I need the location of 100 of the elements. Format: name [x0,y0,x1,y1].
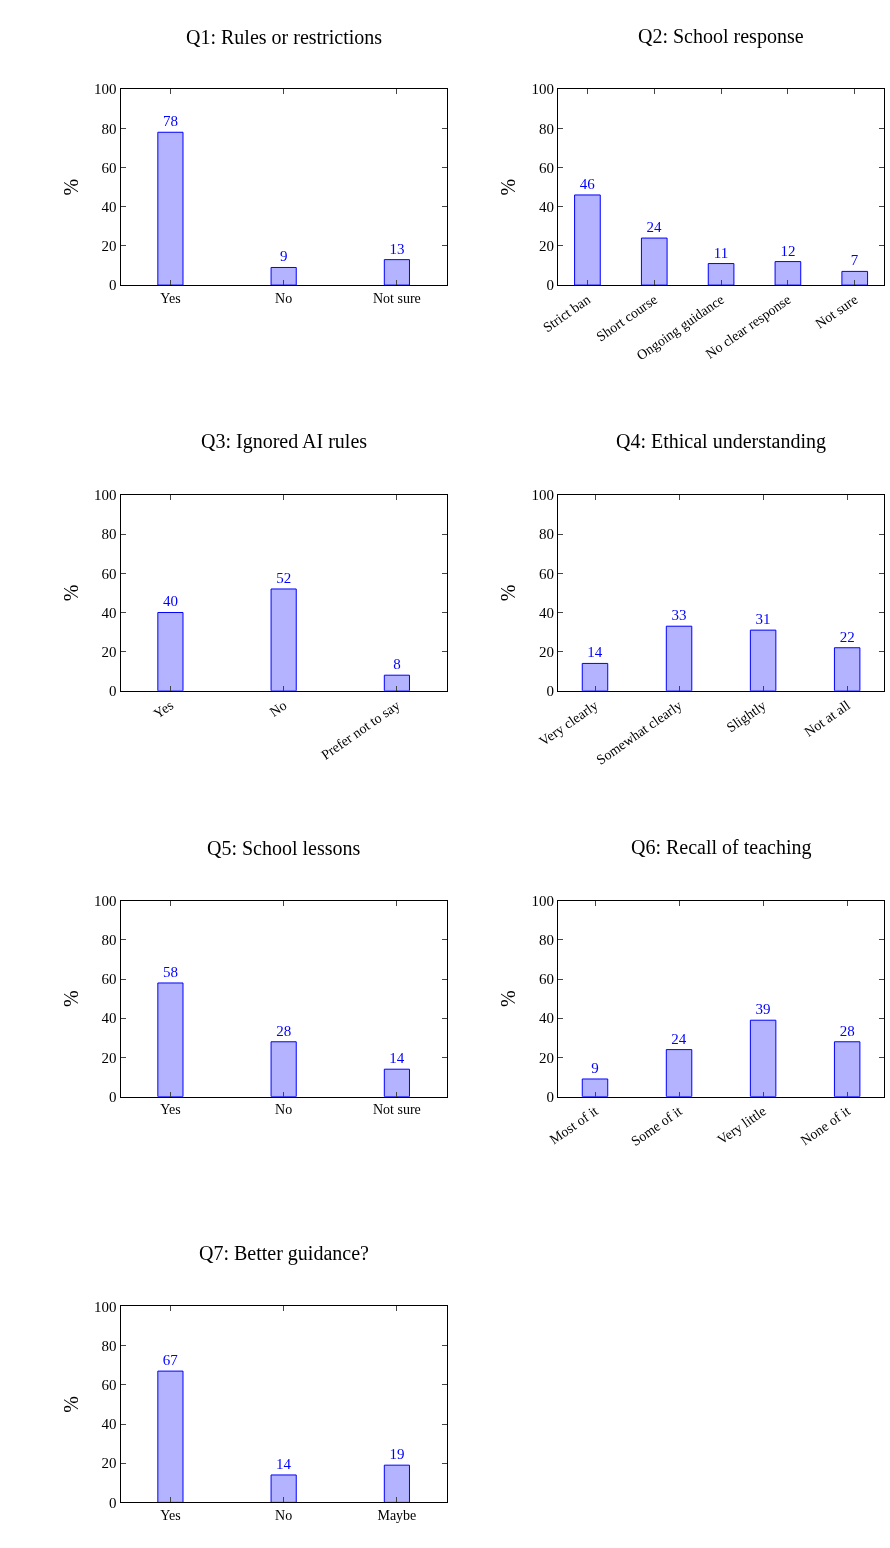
y-axis-title: % [59,990,82,1007]
data-label: 28 [839,1022,855,1039]
data-label: 22 [839,628,855,645]
data-label: 40 [162,593,178,610]
y-tick-label: 40 [539,604,555,621]
y-tick-label: 0 [109,277,117,294]
y-tick-label: 100 [94,487,117,504]
y-tick-label: 80 [101,526,117,543]
bar [383,259,410,286]
chart-title: Q1: Rules or restrictions [186,26,383,48]
bar [574,194,601,286]
chart-title: Q3: Ignored AI rules [201,430,368,453]
bar [833,1041,861,1097]
bar [157,611,184,691]
y-tick-label: 40 [539,1010,555,1027]
x-tick-label: None of it [797,1103,853,1149]
data-label: 28 [276,1022,292,1039]
x-tick-label: No [275,290,293,306]
bar [774,261,802,286]
x-tick-label: No [266,697,290,720]
y-tick-label: 60 [101,971,117,988]
y-tick-label: 80 [539,932,555,949]
data-label: 11 [713,244,729,261]
x-tick-label: Some of it [628,1103,685,1150]
y-tick-label: 80 [539,526,555,543]
y-tick-label: 20 [101,238,117,255]
y-axis-title: % [59,584,82,602]
data-label: 14 [275,1455,292,1472]
y-tick-label: 40 [101,1416,117,1433]
y-tick-label: 100 [94,892,117,909]
bar [640,237,668,286]
bar [270,266,297,286]
data-label: 24 [646,219,662,236]
x-tick-label: Yes [150,697,177,722]
data-label: 12 [780,242,796,259]
data-label: 46 [579,175,596,192]
y-tick-label: 40 [539,198,555,215]
data-label: 9 [279,248,288,265]
y-tick-label: 100 [94,81,117,98]
y-tick-label: 100 [531,487,555,504]
bar [749,1019,777,1097]
y-tick-label: 0 [546,277,555,294]
bar [749,629,777,691]
y-tick-label: 40 [101,198,117,215]
data-label: 78 [162,113,178,130]
y-tick-label: 20 [539,1049,555,1066]
y-axis-title: % [59,178,82,196]
x-tick-label: Maybe [377,1508,417,1524]
y-tick-label: 60 [101,1377,117,1394]
bar [270,1041,297,1097]
y-tick-label: 100 [531,892,555,909]
y-tick-label: 60 [101,565,117,582]
x-tick-label: Yes [160,290,181,306]
y-tick-label: 60 [101,159,117,176]
y-tick-label: 0 [109,1088,117,1105]
x-tick-label: Yes [160,1102,181,1118]
data-label: 39 [755,1001,771,1018]
chart-title: Q7: Better guidance? [199,1242,370,1265]
y-axis-title: % [497,178,520,196]
data-label: 13 [389,240,405,257]
bar [665,1049,693,1097]
data-label: 33 [671,607,687,624]
y-tick-label: 40 [101,1010,117,1027]
x-tick-label: Strict ban [540,291,594,336]
x-tick-label: Most of it [546,1103,601,1148]
bar [157,131,184,286]
bar [581,662,609,691]
bar [383,1068,410,1097]
data-label: 9 [591,1060,599,1076]
data-label: 14 [389,1050,405,1067]
y-tick-label: 80 [101,120,117,137]
bar [841,270,869,286]
data-label: 31 [755,611,771,628]
y-tick-label: 80 [539,120,555,137]
data-label: 58 [162,963,178,980]
y-tick-label: 0 [109,1494,117,1511]
bar [707,263,735,286]
y-tick-label: 60 [539,159,555,176]
bar [383,674,410,691]
x-tick-label: Yes [160,1508,181,1524]
y-tick-label: 60 [539,971,555,988]
bar [665,625,693,691]
bar [157,982,184,1097]
data-label: 67 [162,1352,179,1369]
bar [270,588,297,691]
y-tick-label: 20 [539,643,555,660]
y-tick-label: 100 [531,81,555,98]
y-tick-label: 20 [101,643,117,660]
data-label: 24 [671,1030,687,1047]
data-label: 8 [393,656,401,673]
chart-title: Q4: Ethical understanding [616,430,826,453]
y-tick-label: 60 [539,565,555,582]
x-tick-label: No [275,1102,293,1118]
y-axis-title: % [497,584,520,602]
data-label: 7 [850,252,859,269]
x-tick-label: Not sure [372,290,421,306]
data-label: 14 [587,644,603,661]
chart-title: Q5: School lessons [207,837,361,859]
bar [833,647,861,691]
bar [383,1464,410,1503]
